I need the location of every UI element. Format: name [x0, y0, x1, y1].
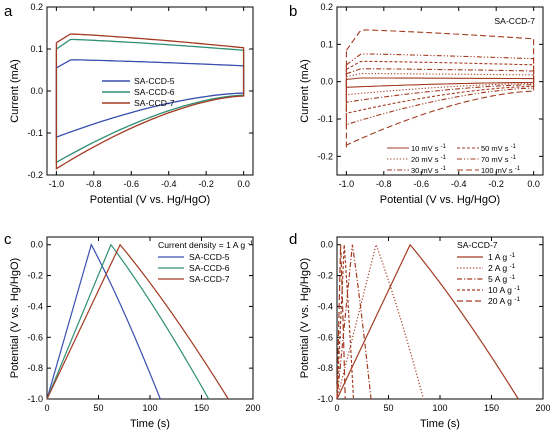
x-tick-label: 150: [484, 403, 499, 413]
legend-label: SA-CCD-6: [189, 263, 230, 273]
x-tick-label: -0.8: [86, 179, 102, 189]
cv-curve-30-mV-s: [345, 68, 535, 104]
y-tick-label: 0.0: [30, 86, 43, 96]
cv-curve-20-mV-s: [345, 72, 535, 96]
legend-label: 70 mV s -1: [481, 155, 517, 164]
x-tick-label: -0.2: [488, 179, 504, 189]
y-tick-label: -0.2: [317, 271, 333, 281]
x-tick-label: 0.0: [527, 179, 540, 189]
legend-label: 10 A g -1: [488, 285, 520, 295]
y-tick-label: 0.2: [320, 2, 333, 12]
panel-label-d: d: [289, 231, 297, 248]
cv-curve-10-mV-s: [345, 77, 535, 88]
x-tick-label: -0.6: [414, 179, 430, 189]
x-tick-label: 0: [44, 403, 49, 413]
x-axis-label: Potential (V vs. Hg/HgO): [380, 194, 500, 206]
panel-a-chart: -1.0 -0.8 -0.6 -0.4 -0.2 0.0 -0.2 -0.1 0.0 0.1 0.2…: [9, 2, 254, 206]
panel-b-chart: -1.0 -0.8 -0.6 -0.4 -0.2 0.0 -0.2 -0.1 0.0 0.1 0.2…: [299, 2, 544, 206]
y-tick-label: -0.6: [317, 332, 333, 342]
legend-label: SA-CCD-6: [134, 87, 175, 97]
panel-b-title: SA-CCD-7: [494, 16, 535, 26]
x-axis-label: Potential (V vs. Hg/HgO): [90, 194, 210, 206]
x-tick-label: 150: [194, 403, 209, 413]
legend-label: 1 A g -1: [488, 252, 516, 262]
gcd-curve-SA-CCD-5: [46, 243, 161, 400]
gcd-curve-20-A-g: [336, 244, 346, 400]
x-tick-label: 200: [245, 403, 260, 413]
gcd-curve-5-A-g: [336, 244, 372, 400]
x-tick-label: -1.0: [339, 179, 355, 189]
y-tick-label: -0.4: [27, 301, 43, 311]
cv-curve-50-mV-s: [345, 60, 535, 115]
y-tick-label: -0.2: [27, 170, 43, 180]
y-tick-label: 0.0: [320, 240, 333, 250]
y-tick-label: -1.0: [27, 394, 43, 404]
y-tick-label: -1.0: [317, 394, 333, 404]
legend-label: 10 mV s -1: [411, 144, 447, 153]
legend-label: 5 A g -1: [488, 274, 516, 284]
gcd-curve-1-A-g: [336, 243, 519, 400]
legend-label: SA-CCD-5: [189, 252, 230, 262]
legend-label: SA-CCD-7: [189, 274, 230, 284]
x-tick-label: 0: [334, 403, 339, 413]
panel-d-chart: 0 50 100 150 200 -1.0 -0.8 -0.6 -0.4 -0.2 0.0 Time …: [299, 236, 550, 430]
y-tick-label: -0.4: [317, 301, 333, 311]
panel-c-chart: 0 50 100 150 200 -1.0 -0.8 -0.6 -0.4 -0.2 0.0 Time …: [9, 236, 261, 430]
cv-curve-100-mV-s: [345, 29, 535, 149]
panel-label-b: b: [289, 3, 297, 20]
y-axis-label: Potential (V vs. Hg/HgO): [9, 258, 21, 378]
x-tick-label: 100: [432, 403, 447, 413]
x-tick-label: 50: [383, 403, 393, 413]
y-tick-label: -0.6: [27, 332, 43, 342]
y-tick-label: -0.2: [317, 151, 333, 161]
x-tick-label: -1.0: [49, 179, 65, 189]
panel-label-c: c: [4, 231, 12, 248]
x-tick-label: 0.0: [237, 179, 250, 189]
legend-label: 20 A g -1: [488, 296, 520, 306]
x-axis-label: Time (s): [420, 418, 460, 430]
legend-label: 2 A g -1: [488, 263, 516, 273]
y-axis-label: Current (mA): [299, 59, 311, 123]
panel-label-a: a: [4, 3, 13, 20]
legend-label: 30 mV s -1: [411, 166, 447, 175]
gcd-curve-2-A-g: [336, 242, 425, 400]
legend-title: Current density = 1 A g -1: [158, 240, 254, 250]
y-tick-label: 0.1: [320, 39, 333, 49]
legend-label: 20 mV s -1: [411, 155, 447, 164]
y-axis-label: Potential (V vs. Hg/HgO): [299, 258, 311, 378]
legend-label: SA-CCD-7: [134, 98, 175, 108]
legend-label: 100 mV s -1: [481, 166, 521, 175]
x-tick-label: -0.8: [376, 179, 392, 189]
x-tick-label: 50: [93, 403, 103, 413]
legend-title: SA-CCD-7: [457, 240, 498, 250]
x-tick-label: -0.4: [451, 179, 467, 189]
y-tick-label: 0.0: [320, 77, 333, 87]
legend-label: 50 mV s -1: [481, 144, 517, 153]
cv-curve-SA-CCD-5: [55, 59, 245, 139]
y-tick-label: 0.0: [30, 240, 43, 250]
cv-curve-SA-CCD-7: [55, 33, 245, 170]
x-tick-label: -0.4: [161, 179, 177, 189]
y-tick-label: 0.2: [30, 2, 43, 12]
plot-frame: [336, 6, 544, 176]
cv-curve-70-mV-s: [345, 53, 535, 127]
y-tick-label: -0.1: [317, 114, 333, 124]
x-tick-label: -0.6: [124, 179, 140, 189]
legend-label: SA-CCD-5: [134, 76, 175, 86]
x-axis-label: Time (s): [130, 418, 170, 430]
y-tick-label: -0.2: [27, 271, 43, 281]
x-tick-label: -0.2: [198, 179, 214, 189]
x-tick-label: 200: [535, 403, 550, 413]
x-tick-label: 100: [142, 403, 157, 413]
gcd-curve-SA-CCD-7: [46, 243, 229, 400]
y-axis-label: Current (mA): [9, 59, 21, 123]
y-tick-label: -0.8: [27, 363, 43, 373]
y-tick-label: 0.1: [30, 44, 43, 54]
y-tick-label: -0.1: [27, 128, 43, 138]
gcd-curve-10-A-g: [336, 244, 355, 400]
y-tick-label: -0.8: [317, 363, 333, 373]
